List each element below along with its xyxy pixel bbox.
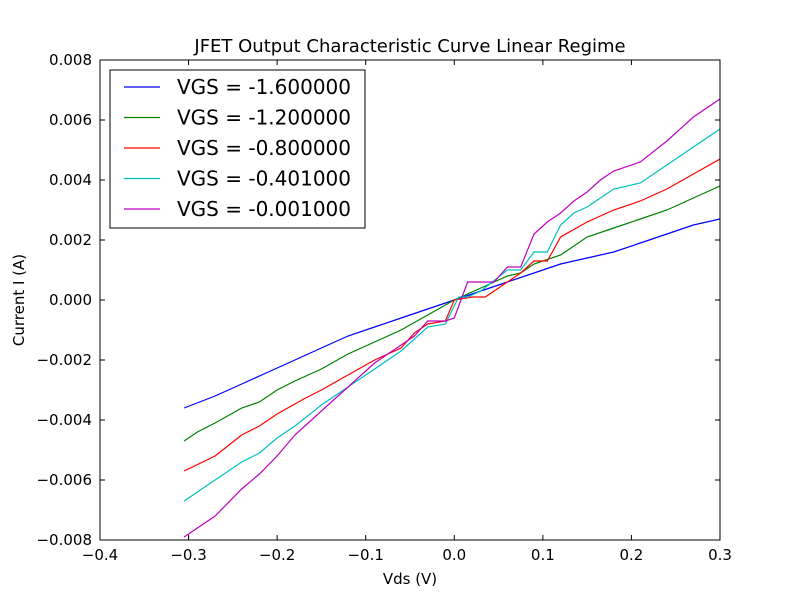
y-tick-label: −0.002 bbox=[36, 351, 92, 369]
chart-title: JFET Output Characteristic Curve Linear … bbox=[193, 36, 625, 57]
legend-entry: VGS = -0.401000 bbox=[177, 167, 351, 191]
y-tick-label: −0.006 bbox=[36, 471, 92, 489]
legend-box bbox=[109, 69, 366, 229]
legend-entry: VGS = -0.001000 bbox=[177, 197, 351, 221]
legend-entry: VGS = -1.600000 bbox=[177, 75, 351, 99]
series-lines bbox=[183, 98, 720, 538]
series-line-2 bbox=[183, 185, 720, 442]
tick-labels: −0.4 −0.3 −0.2 −0.1 0.0 0.1 0.2 0.3 −0.008 −0.006… bbox=[36, 51, 731, 564]
series-line-3 bbox=[183, 158, 720, 472]
y-tick-label: 0.000 bbox=[49, 291, 92, 309]
legend-entry: VGS = -1.200000 bbox=[177, 106, 351, 130]
series-line-5 bbox=[183, 98, 720, 538]
y-tick-label: 0.006 bbox=[49, 111, 92, 129]
y-axis-label: Current I (A) bbox=[10, 254, 28, 346]
y-tick-label: 0.004 bbox=[49, 171, 92, 189]
series-line-4 bbox=[183, 128, 720, 502]
legend: VGS = -1.600000 VGS = -1.200000 VGS = -0.8… bbox=[109, 69, 366, 229]
plot-frame bbox=[99, 59, 721, 541]
y-tick-label: −0.004 bbox=[36, 411, 92, 429]
y-tick-label: −0.008 bbox=[36, 531, 92, 549]
x-tick-label: 0.1 bbox=[531, 546, 555, 564]
x-tick-label: −0.3 bbox=[170, 546, 206, 564]
x-tick-label: 0.3 bbox=[708, 546, 732, 564]
x-axis-label: Vds (V) bbox=[383, 570, 437, 588]
legend-entry: VGS = -0.800000 bbox=[177, 136, 351, 160]
x-tick-label: 0.2 bbox=[619, 546, 643, 564]
x-tick-label: 0.0 bbox=[442, 546, 466, 564]
x-tick-label: −0.1 bbox=[347, 546, 383, 564]
y-tick-label: 0.002 bbox=[49, 231, 92, 249]
x-tick-label: −0.2 bbox=[259, 546, 295, 564]
y-tick-label: 0.008 bbox=[49, 51, 92, 69]
x-tick-label: −0.4 bbox=[82, 546, 118, 564]
